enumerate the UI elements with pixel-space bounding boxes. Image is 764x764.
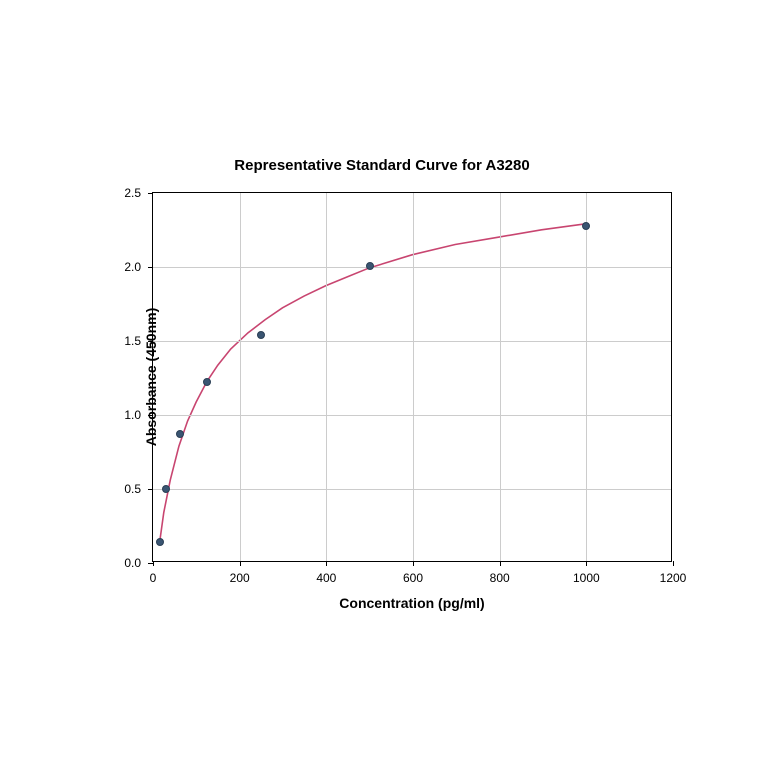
grid-line-vertical <box>586 193 587 561</box>
data-point <box>582 222 590 230</box>
grid-line-horizontal <box>153 267 671 268</box>
data-point <box>366 262 374 270</box>
grid-line-horizontal <box>153 341 671 342</box>
grid-line-horizontal <box>153 489 671 490</box>
grid-line-vertical <box>240 193 241 561</box>
data-point <box>162 485 170 493</box>
grid-line-vertical <box>326 193 327 561</box>
data-point <box>203 378 211 386</box>
x-tick <box>586 561 587 566</box>
y-axis-label: Absorbance (450nm) <box>143 308 159 446</box>
x-tick-label: 800 <box>490 571 510 585</box>
x-tick-label: 400 <box>316 571 336 585</box>
y-tick <box>148 563 153 564</box>
y-tick-label: 2.0 <box>124 260 141 274</box>
x-tick <box>500 561 501 566</box>
y-tick-label: 1.0 <box>124 408 141 422</box>
x-tick-label: 1000 <box>573 571 600 585</box>
grid-line-horizontal <box>153 415 671 416</box>
y-tick <box>148 489 153 490</box>
x-tick <box>326 561 327 566</box>
data-point <box>257 331 265 339</box>
data-point <box>176 430 184 438</box>
y-tick-label: 1.5 <box>124 334 141 348</box>
x-tick <box>240 561 241 566</box>
x-axis-label: Concentration (pg/ml) <box>153 595 671 611</box>
y-tick-label: 0.5 <box>124 482 141 496</box>
x-tick <box>673 561 674 566</box>
curve-line <box>153 193 671 561</box>
x-tick <box>413 561 414 566</box>
x-tick-label: 1200 <box>660 571 687 585</box>
chart-container: Representative Standard Curve for A3280 … <box>62 142 702 622</box>
chart-title: Representative Standard Curve for A3280 <box>62 157 702 174</box>
x-tick-label: 600 <box>403 571 423 585</box>
grid-line-vertical <box>500 193 501 561</box>
x-tick <box>153 561 154 566</box>
x-tick-label: 200 <box>230 571 250 585</box>
x-tick-label: 0 <box>150 571 157 585</box>
data-point <box>156 538 164 546</box>
y-tick <box>148 267 153 268</box>
y-tick-label: 2.5 <box>124 186 141 200</box>
y-tick <box>148 193 153 194</box>
grid-line-vertical <box>413 193 414 561</box>
y-tick-label: 0.0 <box>124 556 141 570</box>
plot-area: Concentration (pg/ml)0200400600800100012… <box>152 192 672 562</box>
